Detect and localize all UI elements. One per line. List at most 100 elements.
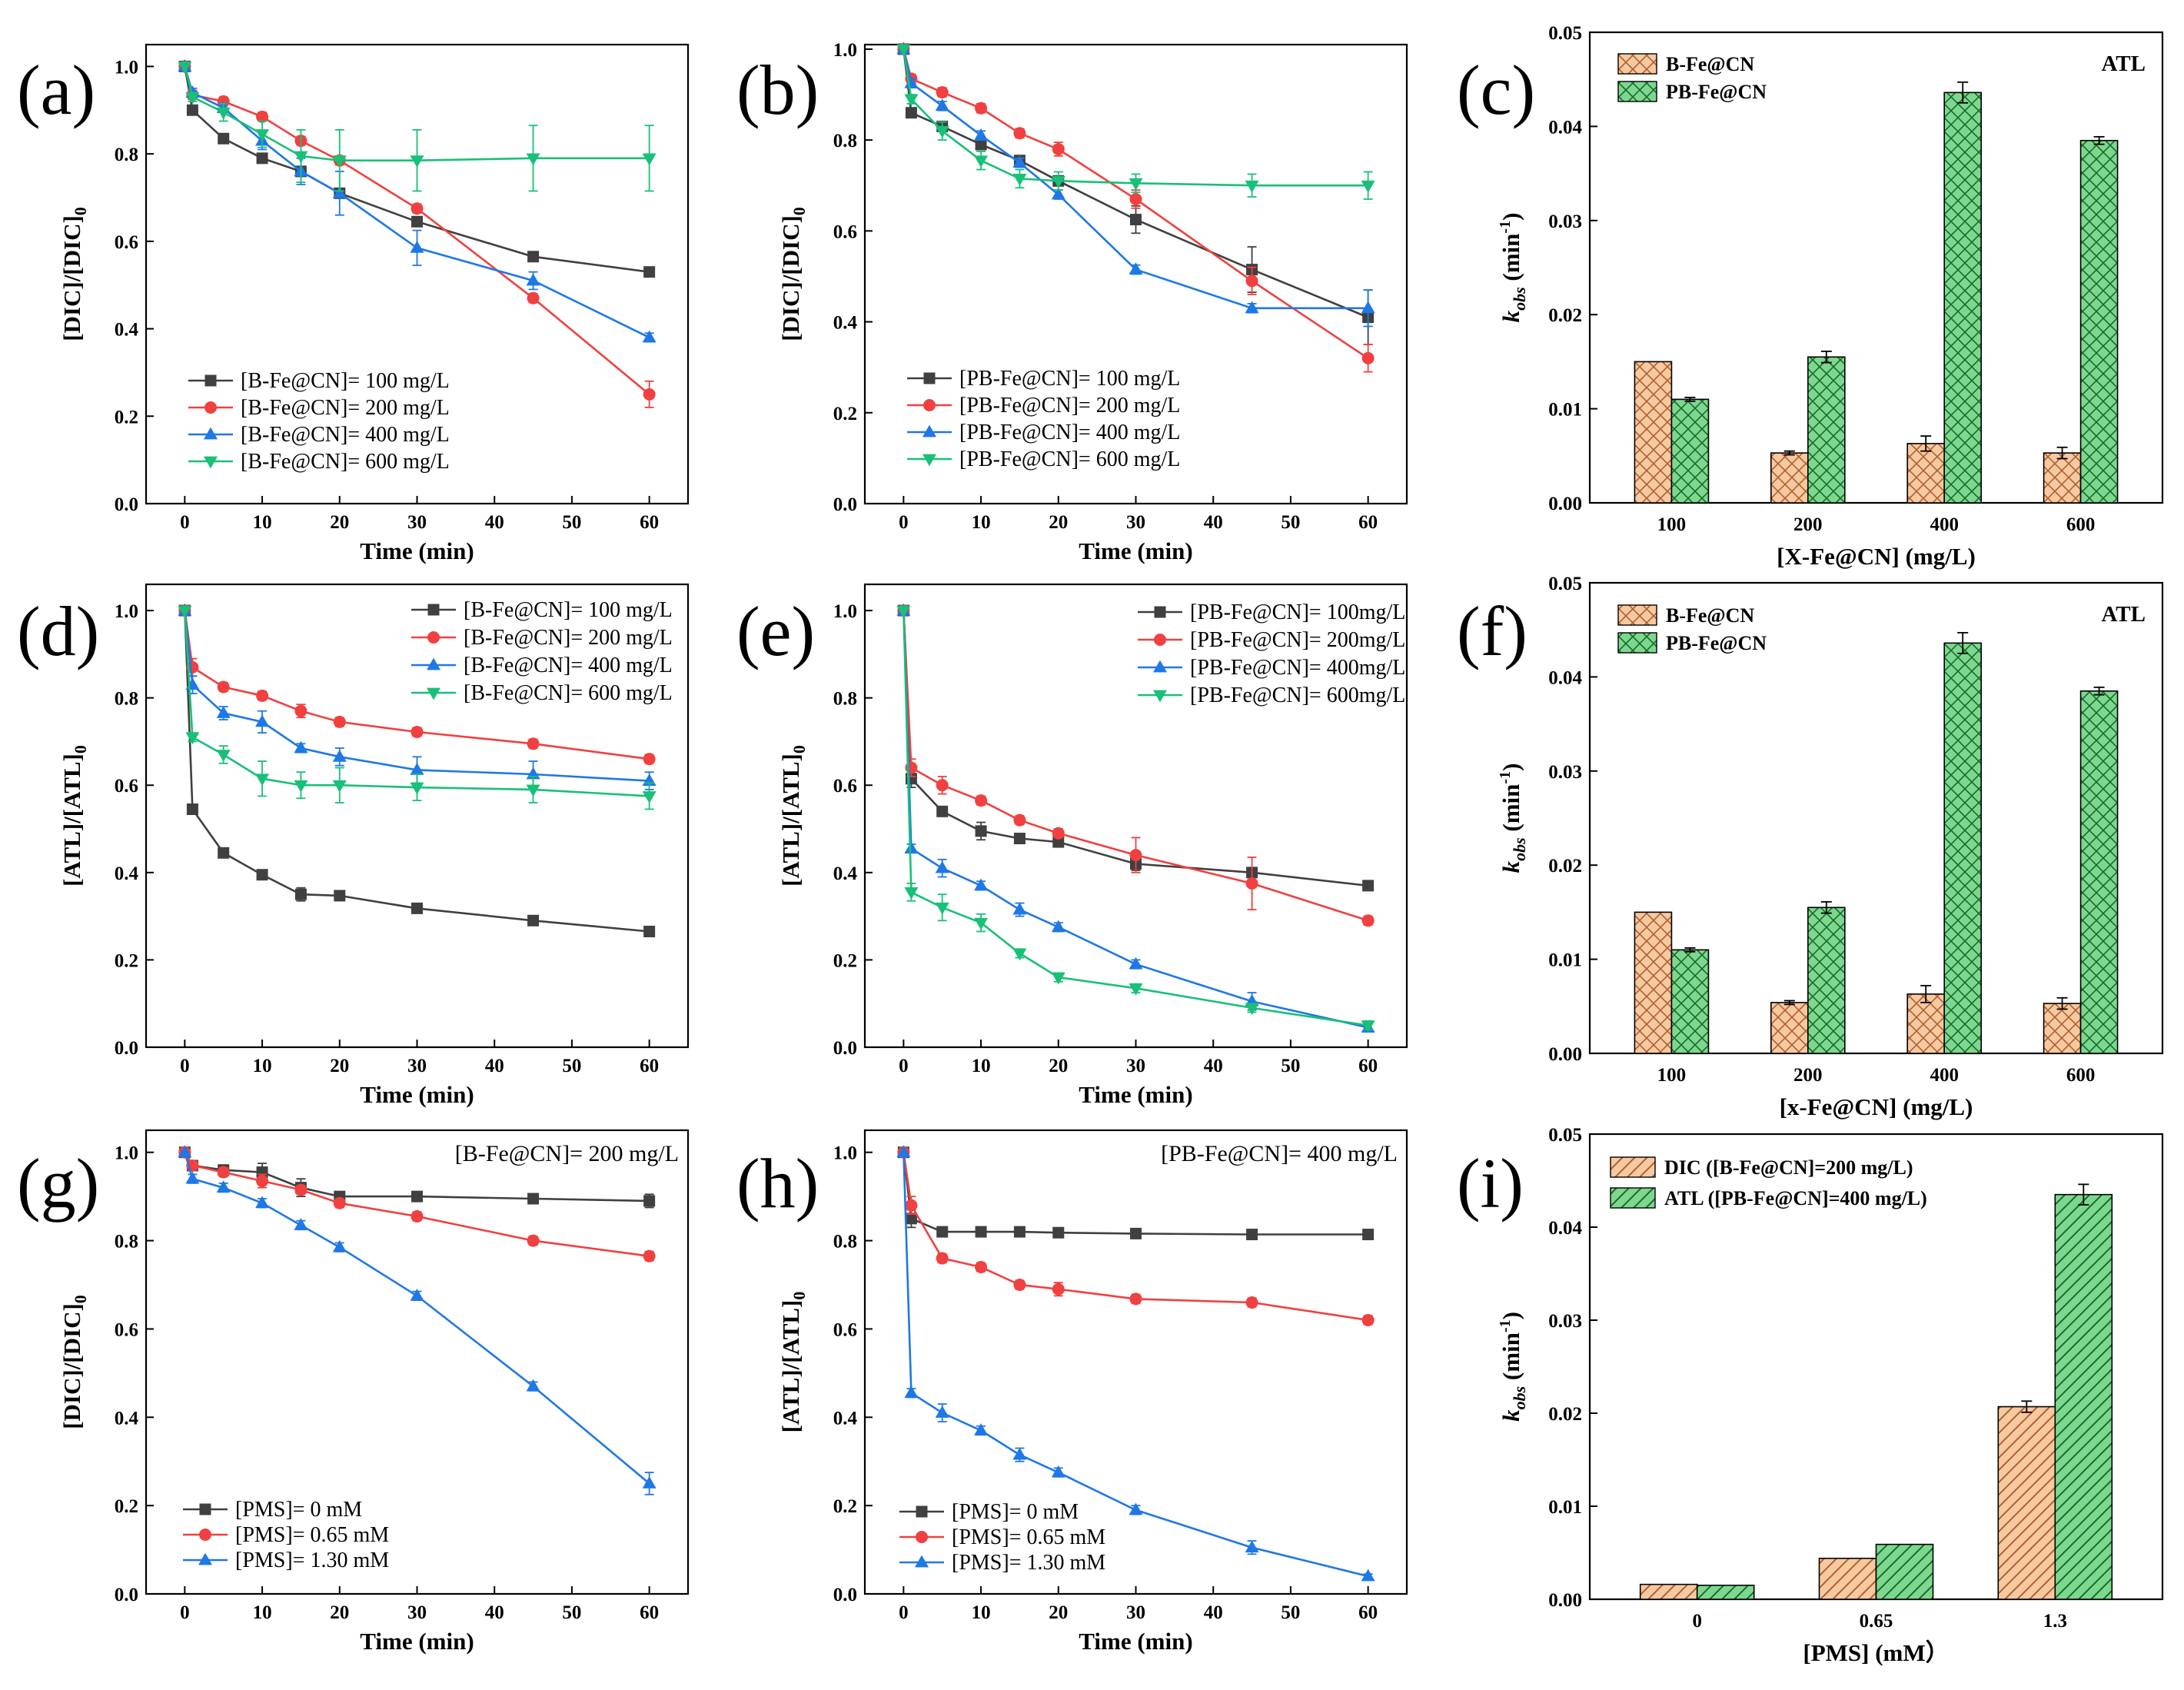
panel-e: 0.0 0.2 0.4 0.6 0.8 1.0 0 10 20 30 40 50 60 Time (min… (736, 583, 1408, 1108)
data-point (410, 155, 424, 168)
panel-h: 0.0 0.2 0.4 0.6 0.8 1.0 0 10 20 30 40 50 60 Time (min… (736, 1129, 1408, 1655)
data-point (1013, 813, 1026, 827)
y-tick-label: 0.0 (833, 494, 857, 515)
series-line (184, 66, 650, 339)
legend-label: [PB-Fe@CN]= 100 mg/L (959, 367, 1180, 391)
y-axis-title: [ATL]/[ATL]0 (777, 1292, 809, 1433)
bar (1818, 1557, 1877, 1600)
data-point (1052, 1226, 1065, 1239)
data-point (642, 153, 657, 166)
data-point (1245, 1540, 1259, 1553)
legend-label: [PB-Fe@CN]= 100mg/L (1190, 600, 1405, 624)
y-tick-label: 0.03 (1548, 762, 1582, 783)
data-point (1361, 1313, 1375, 1326)
data-point (216, 107, 231, 120)
y-tick-label: 0.2 (833, 950, 857, 971)
data-point (217, 680, 230, 694)
legend-label: [B-Fe@CN]= 100 mg/L (464, 598, 673, 622)
analyte-annotation: ATL (2102, 52, 2146, 76)
data-point (935, 1406, 949, 1418)
series-line (903, 48, 1368, 187)
data-point (218, 132, 230, 145)
series-green (178, 62, 657, 192)
y-tick-label: 0.0 (115, 494, 138, 515)
data-point (410, 762, 424, 775)
data-point (936, 1252, 949, 1265)
y-tick-label: 0.04 (1548, 667, 1582, 688)
data-point (1245, 274, 1258, 288)
x-tick-label: 60 (640, 1602, 659, 1623)
legend-marker (916, 1505, 928, 1518)
y-tick-label: 0.0 (115, 1585, 138, 1605)
y-axis-title: kobs (min-1) (1497, 1312, 1529, 1422)
x-axis-title: Time (min) (360, 1628, 474, 1655)
legend-marker (1153, 660, 1167, 673)
data-point (1051, 175, 1065, 188)
x-tick-label: 30 (1126, 1056, 1145, 1076)
x-tick-label: 10 (253, 512, 272, 533)
data-point (936, 779, 949, 792)
legend-label: [PMS]= 0.65 mM (235, 1523, 389, 1547)
y-tick-label: 0.2 (115, 407, 138, 427)
data-point (256, 110, 269, 123)
y-tick-label: 0.02 (1548, 856, 1582, 877)
panel-letter: (b) (736, 51, 819, 129)
data-point (975, 1261, 988, 1274)
x-tick-label: 10 (972, 1602, 991, 1623)
x-tick-label: 0 (1692, 1611, 1702, 1632)
bar (1906, 443, 1945, 504)
data-point (896, 44, 911, 57)
data-point (527, 291, 540, 304)
panel-b: 0.0 0.2 0.4 0.6 0.8 1.0 0 10 20 30 40 50 60 Time (min… (736, 40, 1408, 564)
plot-frame (863, 1129, 1408, 1595)
x-tick-label: 200 (1793, 514, 1823, 535)
legend-label: [PB-Fe@CN]= 200mg/L (1190, 628, 1405, 652)
x-tick-label: 50 (1281, 512, 1300, 533)
panel-d: 0.0 0.2 0.4 0.6 0.8 1.0 0 10 20 30 40 50 60 Time (min… (17, 583, 690, 1108)
series-blue (896, 1145, 1375, 1582)
legend-marker (1154, 606, 1166, 618)
x-tick-label: 0 (899, 512, 909, 533)
data-point (294, 704, 307, 717)
data-point (643, 266, 656, 278)
x-tick-label: 20 (330, 512, 349, 533)
x-tick-label: 50 (1281, 1056, 1300, 1076)
legend-marker (204, 401, 217, 414)
legend-marker (199, 1529, 211, 1541)
y-tick-label: 0.03 (1548, 211, 1582, 232)
y-tick-label: 1.0 (833, 1143, 857, 1164)
y-tick-label: 0.2 (115, 1496, 138, 1517)
x-tick-label: 0 (180, 512, 190, 533)
data-point (643, 1249, 656, 1263)
x-tick-label: 50 (562, 512, 581, 533)
data-point (255, 773, 270, 787)
data-point (1245, 1003, 1259, 1016)
data-point (1052, 836, 1065, 848)
y-tick-label: 0.8 (833, 689, 857, 710)
y-tick-label: 0.01 (1548, 950, 1582, 971)
data-point (1052, 827, 1065, 840)
data-point (1013, 1226, 1026, 1238)
x-tick-label: 600 (2066, 1065, 2096, 1086)
data-point (526, 784, 540, 797)
data-point (410, 782, 424, 795)
bar (1875, 1543, 1934, 1600)
bar (1634, 361, 1673, 504)
x-axis-title: Time (min) (1079, 537, 1192, 564)
data-point (185, 91, 200, 105)
y-axis-title: [ATL]/[ATL]0 (777, 745, 809, 887)
data-point (411, 725, 424, 738)
legend-label: [B-Fe@CN]= 400 mg/L (241, 423, 450, 447)
bar (2079, 690, 2119, 1054)
series-red (178, 1146, 656, 1263)
panel-g: 0.0 0.2 0.4 0.6 0.8 1.0 0 10 20 30 40 50 60 Time (min… (17, 1129, 690, 1655)
legend-marker (915, 1555, 929, 1568)
legend-label: [PB-Fe@CN]= 400 mg/L (959, 421, 1180, 444)
legend-label: [PB-Fe@CN]= 200 mg/L (959, 394, 1180, 418)
data-point (1129, 192, 1142, 205)
data-point (332, 749, 347, 762)
data-point (1362, 1229, 1375, 1241)
y-axis-title: [DIC]/[DIC]0 (58, 207, 90, 341)
y-tick-label: 0.05 (1548, 1125, 1582, 1146)
legend-label: [PMS]= 0 mM (952, 1500, 1079, 1524)
